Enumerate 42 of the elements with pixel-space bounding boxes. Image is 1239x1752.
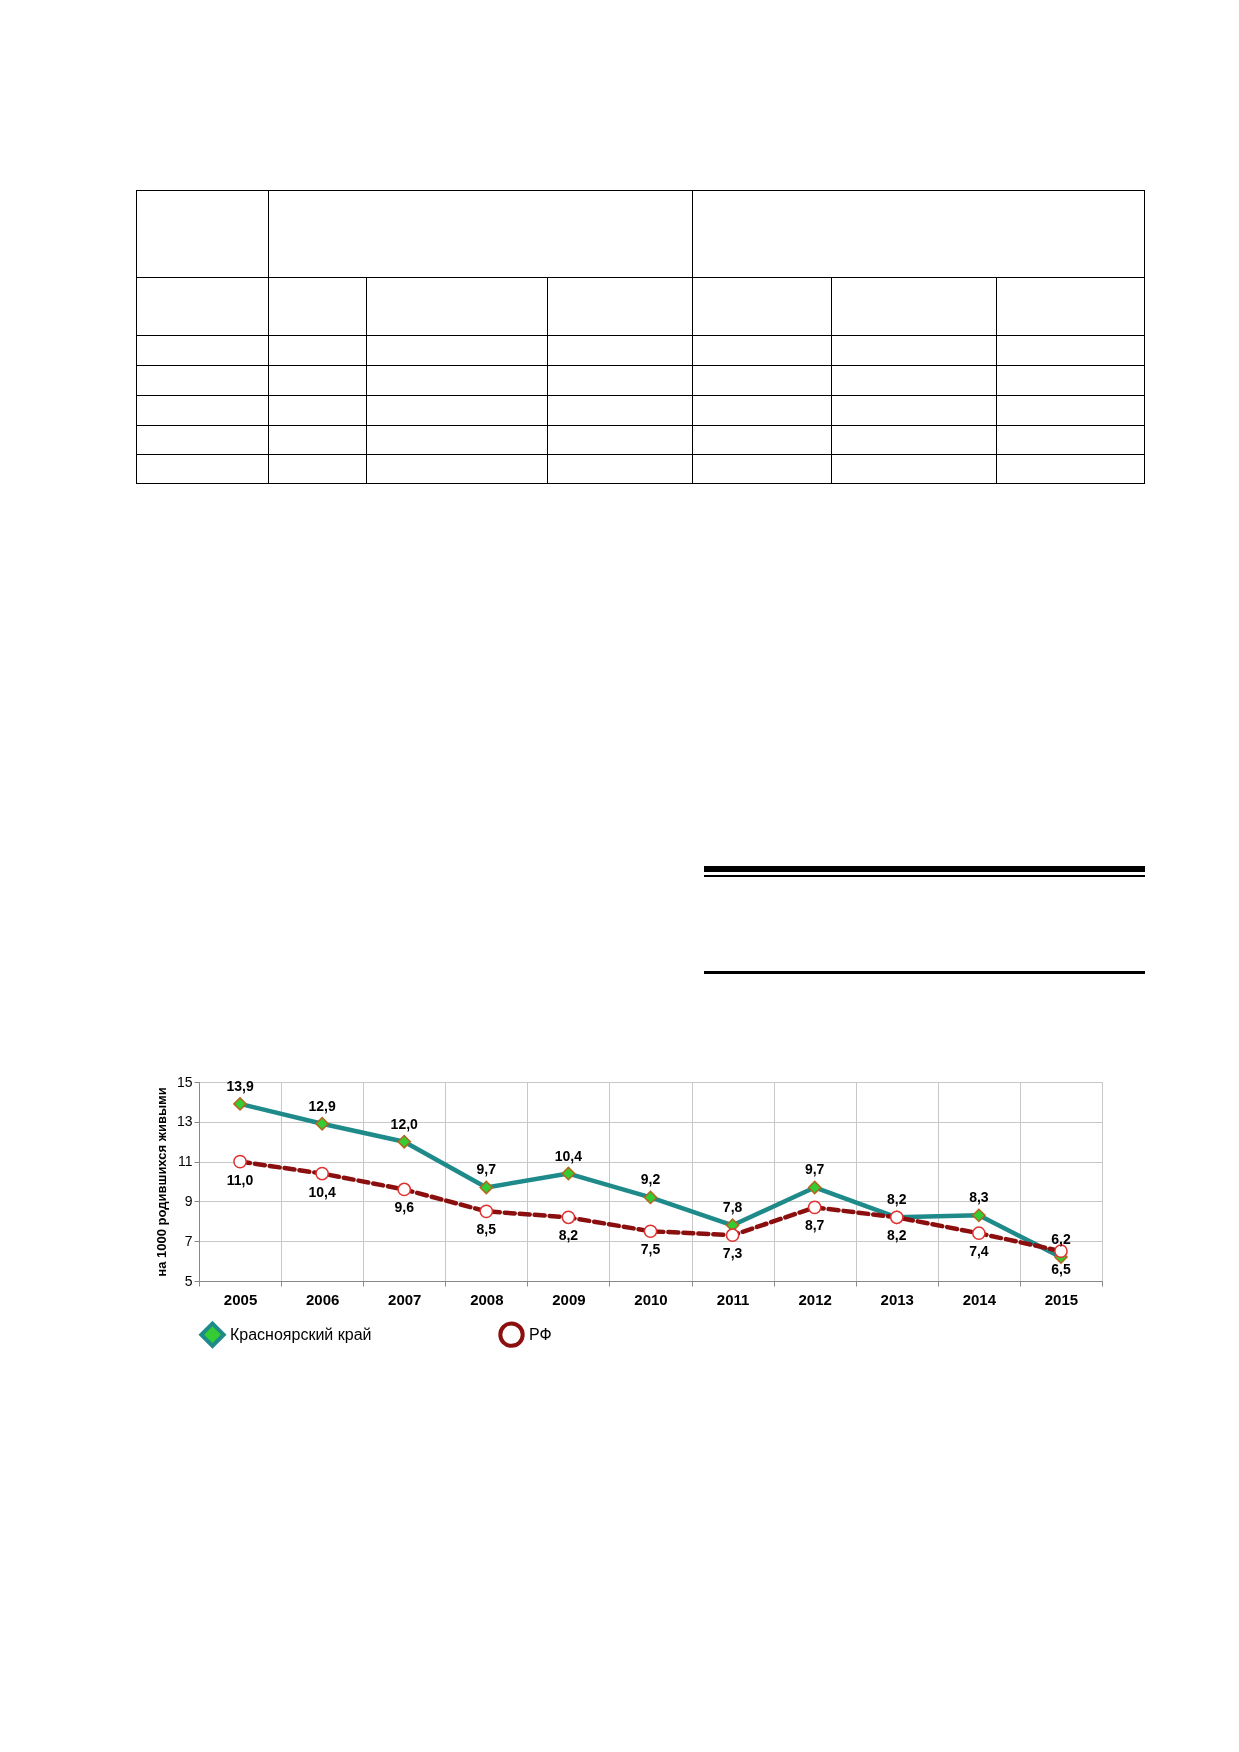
y-tick-label: 13 (176, 1113, 193, 1130)
data-label: 7,5 (640, 1241, 661, 1258)
data-label: 8,2 (887, 1227, 907, 1244)
data-label: 12,0 (390, 1115, 419, 1132)
y-axis-title: на 1000 родившихся живыми (153, 1087, 169, 1277)
data-label: 8,2 (558, 1227, 579, 1244)
data-label: 10,4 (554, 1147, 583, 1164)
data-label: 6,5 (1051, 1261, 1071, 1278)
data-label: 12,9 (308, 1097, 336, 1114)
data-label: 8,3 (969, 1189, 989, 1206)
legend-label: РФ (529, 1325, 552, 1343)
data-label: 9,7 (476, 1161, 497, 1178)
data-label: 7,8 (722, 1199, 743, 1216)
y-tick-label: 9 (184, 1192, 193, 1209)
data-label: 9,7 (804, 1161, 825, 1178)
data-label: 8,7 (804, 1217, 825, 1234)
data-label: 13,9 (226, 1077, 254, 1094)
y-tick-label: 7 (184, 1232, 193, 1249)
x-tick-label: 2013 (880, 1290, 914, 1308)
data-label: 6,2 (1051, 1231, 1071, 1248)
x-tick-label: 2009 (552, 1290, 586, 1308)
x-tick-label: 2010 (634, 1290, 668, 1308)
x-tick-label: 2015 (1044, 1290, 1079, 1308)
data-label: 9,6 (394, 1199, 415, 1216)
data-label: 7,4 (969, 1243, 989, 1260)
y-tick-label: 15 (176, 1073, 193, 1090)
y-tick-label: 5 (184, 1272, 193, 1289)
x-tick-label: 2006 (305, 1290, 340, 1308)
data-label: 8,2 (887, 1191, 907, 1208)
x-tick-label: 2007 (388, 1290, 422, 1308)
data-label: 7,3 (722, 1245, 743, 1262)
x-tick-label: 2012 (798, 1290, 832, 1308)
x-tick-label: 2014 (962, 1290, 997, 1308)
y-tick-label: 11 (177, 1153, 193, 1170)
x-tick-label: 2011 (716, 1290, 750, 1308)
data-label: 10,4 (308, 1183, 336, 1200)
legend-label: Красноярский край (230, 1325, 372, 1343)
x-tick-label: 2008 (470, 1290, 504, 1308)
data-label: 8,5 (476, 1221, 497, 1238)
x-tick-label: 2005 (223, 1290, 258, 1308)
data-label: 11,0 (226, 1171, 254, 1188)
data-label: 9,2 (640, 1171, 661, 1188)
